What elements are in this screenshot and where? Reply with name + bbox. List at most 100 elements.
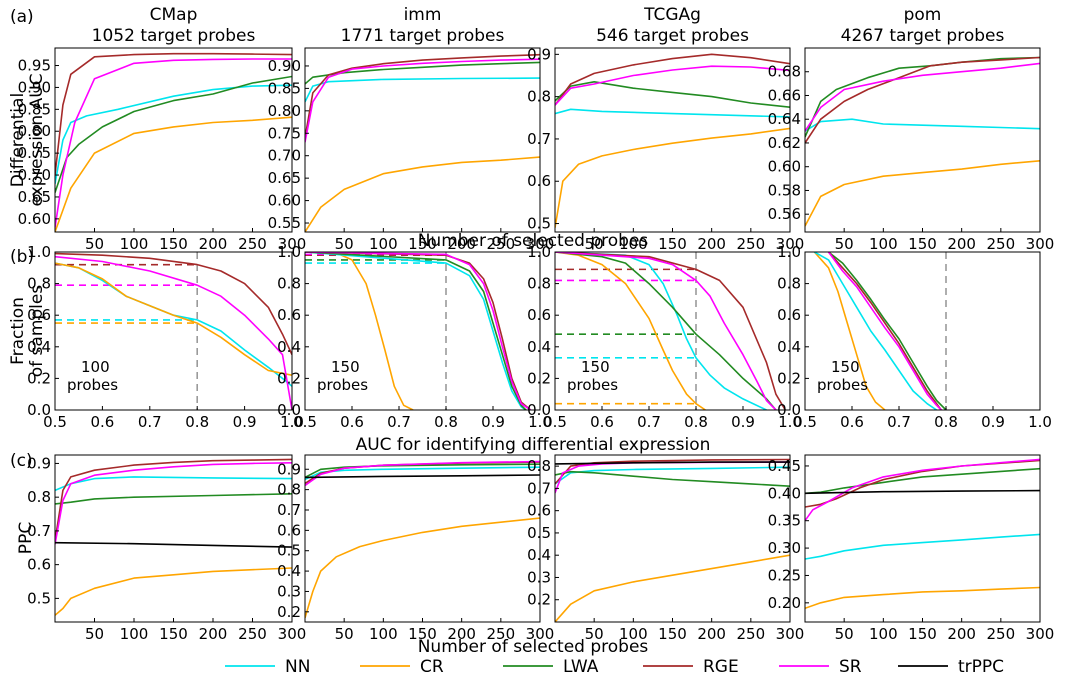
- y-axis-label-line: Differential: [8, 93, 28, 187]
- series-line-CR: [805, 586, 1040, 610]
- x-tick-label: 100: [619, 625, 648, 643]
- x-tick-label: 200: [447, 235, 476, 253]
- axes-frame: [804, 454, 1041, 623]
- series-line-CR: [555, 252, 706, 410]
- y-tick-label: 0.60: [268, 192, 301, 210]
- x-tick-label: 100: [869, 235, 898, 253]
- series-line-SR: [555, 252, 777, 410]
- series-line-CR: [55, 567, 292, 616]
- series-line-RGE: [55, 458, 292, 542]
- x-tick-label: 250: [238, 235, 267, 253]
- y-tick-label: 0.8: [527, 88, 551, 106]
- y-tick-label: 0.8: [527, 275, 551, 293]
- y-tick-label: 0.20: [768, 594, 801, 612]
- column-title: imm: [404, 5, 442, 25]
- y-tick-label: 0.8: [27, 488, 51, 506]
- x-tick-label: 150: [658, 625, 687, 643]
- x-tick-label: 0.8: [434, 413, 458, 431]
- x-tick-label: 250: [987, 625, 1016, 643]
- y-tick-label: 0.4: [527, 338, 551, 356]
- series-line-LWA: [828, 252, 947, 410]
- series-line-NN: [305, 252, 527, 410]
- column-subtitle: 1771 target probes: [341, 26, 505, 46]
- y-tick-label: 0.6: [527, 502, 551, 520]
- series-line-NN: [814, 252, 938, 410]
- axes-frame: [54, 251, 293, 411]
- y-tick-label: 0.60: [18, 210, 51, 228]
- y-tick-label: 0.2: [527, 369, 551, 387]
- series-line-CR: [55, 262, 292, 376]
- x-tick-label: 1.0: [778, 413, 802, 431]
- y-tick-label: 0.45: [768, 457, 801, 475]
- x-tick-label: 300: [278, 625, 307, 643]
- y-tick-label: 0.75: [268, 124, 301, 142]
- x-tick-label: 0.5: [543, 413, 567, 431]
- y-axis-label: PPC: [16, 522, 36, 554]
- x-tick-label: 50: [85, 625, 104, 643]
- x-tick-label: 250: [737, 235, 766, 253]
- x-tick-label: 0.6: [340, 413, 364, 431]
- x-tick-label: 100: [120, 235, 149, 253]
- y-tick-label: 0.95: [18, 57, 51, 75]
- series-line-NN: [55, 476, 292, 492]
- y-tick-label: 0.2: [277, 369, 301, 387]
- y-tick-label: 0.0: [777, 401, 801, 419]
- series-line-RGE: [827, 252, 942, 410]
- x-tick-label: 50: [335, 235, 354, 253]
- x-tick-label: 250: [987, 235, 1016, 253]
- series-line-NN: [805, 118, 1040, 132]
- series-line-SR: [555, 65, 790, 106]
- y-tick-label: 1.0: [27, 243, 51, 261]
- x-tick-label: 200: [199, 625, 228, 643]
- y-tick-label: 1.0: [527, 243, 551, 261]
- x-tick-label: 50: [335, 625, 354, 643]
- annotation-number: 150: [331, 358, 360, 376]
- y-tick-label: 0.85: [268, 79, 301, 97]
- y-tick-label: 0.0: [277, 401, 301, 419]
- x-tick-label: 1.0: [1028, 413, 1052, 431]
- y-tick-label: 0.68: [768, 63, 801, 81]
- x-tick-label: 0.9: [233, 413, 257, 431]
- series-group: [305, 252, 532, 410]
- x-tick-label: 50: [585, 625, 604, 643]
- y-tick-label: 0.9: [27, 454, 51, 472]
- series-line-CR: [305, 517, 540, 619]
- series-line-trPPC: [55, 541, 292, 548]
- x-tick-label: 150: [408, 625, 437, 643]
- x-tick-label: 300: [1026, 235, 1055, 253]
- series-group: [55, 52, 292, 232]
- x-tick-label: 1.0: [280, 413, 304, 431]
- series-line-SR: [555, 461, 790, 494]
- y-tick-label: 0.85: [18, 100, 51, 118]
- y-tick-label: 0.6: [527, 306, 551, 324]
- annotation-number: 100: [81, 358, 110, 376]
- x-tick-label: 0.9: [981, 413, 1005, 431]
- axes-frame: [54, 47, 293, 233]
- x-tick-label: 150: [658, 235, 687, 253]
- series-line-SR: [55, 58, 292, 228]
- y-axis-label-line: Fraction: [8, 297, 28, 365]
- series-line-SR: [827, 252, 942, 410]
- y-tick-label: 0.80: [18, 122, 51, 140]
- x-tick-label: 100: [869, 625, 898, 643]
- y-tick-label: 0.65: [268, 169, 301, 187]
- column-subtitle: 4267 target probes: [841, 26, 1005, 46]
- y-tick-label: 0.4: [527, 546, 551, 564]
- y-tick-label: 0.7: [277, 501, 301, 519]
- x-tick-label: 100: [619, 235, 648, 253]
- x-tick-label: 0.9: [731, 413, 755, 431]
- legend-label-CR: CR: [420, 657, 444, 677]
- x-tick-label: 0.6: [840, 413, 864, 431]
- series-line-SR: [55, 462, 292, 545]
- y-tick-label: 0.80: [268, 102, 301, 120]
- legend-label-RGE: RGE: [703, 657, 739, 677]
- x-tick-label: 50: [85, 235, 104, 253]
- x-tick-label: 0.5: [293, 413, 317, 431]
- panel-b-1: 0.5 0.6 0.7 0.8 0.9 1.00.00.20.40.60.81.0150p…: [277, 243, 552, 431]
- y-tick-label: 0.64: [768, 110, 801, 128]
- x-tick-label: 200: [697, 235, 726, 253]
- y-tick-label: 0.5: [27, 589, 51, 607]
- series-line-NN: [305, 77, 540, 103]
- y-tick-label: 0.6: [27, 306, 51, 324]
- axes-frame: [554, 251, 791, 411]
